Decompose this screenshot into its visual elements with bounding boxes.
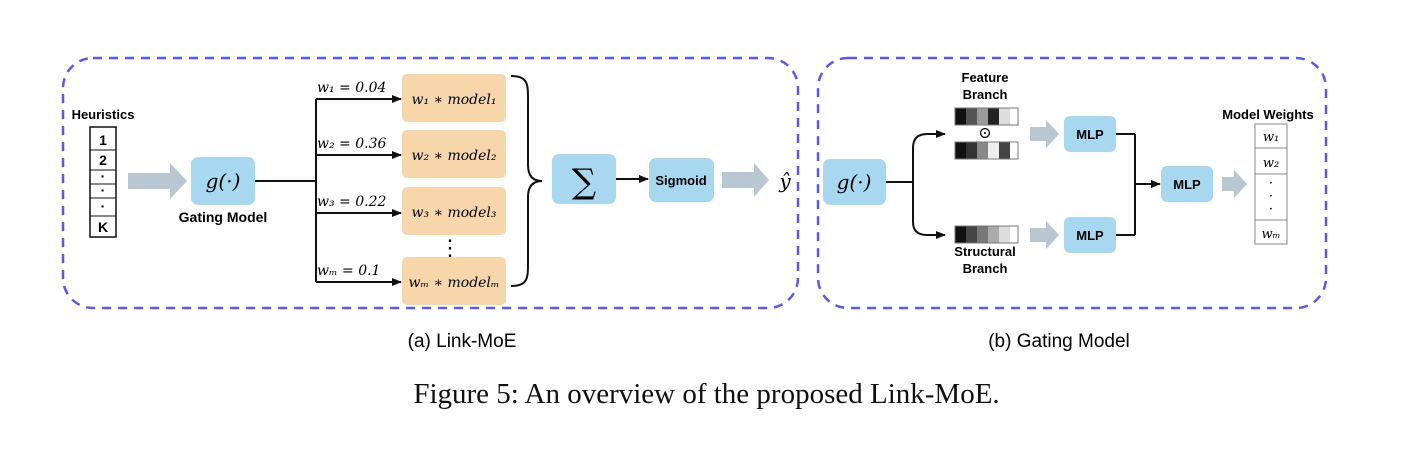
figure-caption: Figure 5: An overview of the proposed Li… xyxy=(413,378,1000,410)
branch-connectors xyxy=(886,130,946,239)
weight-label-1: w₁ = 0.04 xyxy=(317,80,386,96)
heuristic-item-dot-3: · xyxy=(101,198,106,214)
experts-vdots: ⋮ xyxy=(439,236,461,261)
panel-a-caption: (a) Link-MoE xyxy=(408,331,517,352)
mlp-structural-label: MLP xyxy=(1076,228,1104,243)
model-weight-dot-3: · xyxy=(1269,202,1273,217)
feature-branch-label-1: Feature xyxy=(962,70,1009,85)
model-weights-title: Model Weights xyxy=(1222,107,1313,122)
sigmoid-node xyxy=(649,158,714,202)
model-weight-dot-1: · xyxy=(1269,176,1273,191)
arrow-structural-to-mlp xyxy=(1030,221,1059,249)
weight-label-2: w₂ = 0.36 xyxy=(317,136,386,152)
arrow-mlp-to-weights xyxy=(1222,170,1247,198)
gate-node-a xyxy=(191,157,255,205)
expert-box-1-label: w₁ ∗ model₁ xyxy=(411,92,496,108)
feature-branch-label-2: Branch xyxy=(963,87,1008,102)
panel-a-border xyxy=(61,56,800,310)
structural-branch-label-2: Branch xyxy=(963,261,1008,276)
mlp-feature-label: MLP xyxy=(1076,127,1104,142)
model-weight-1: w₁ xyxy=(1263,130,1279,145)
mlp-final-node xyxy=(1161,166,1213,202)
mlp-feature-node xyxy=(1064,116,1116,152)
arrow-sigmoid-to-output xyxy=(722,163,769,197)
merge-connectors xyxy=(1116,133,1161,236)
expert-box-3 xyxy=(402,187,506,235)
panel-b-border xyxy=(816,56,1328,310)
expert-box-2 xyxy=(402,130,506,178)
heuristic-item-1: 1 xyxy=(99,132,107,148)
expert-box-1 xyxy=(402,74,506,122)
feature-vector-1 xyxy=(954,107,1019,126)
structural-vector xyxy=(954,225,1019,244)
mlp-structural-node xyxy=(1064,217,1116,253)
expert-box-m-label: wₘ ∗ modelₘ xyxy=(409,275,500,291)
structural-branch-label-1: Structural xyxy=(954,244,1015,259)
model-weight-2: w₂ xyxy=(1263,156,1279,171)
heuristic-item-dot-1: · xyxy=(101,168,106,184)
sum-node xyxy=(552,154,616,204)
gate-node-a-label: g(·) xyxy=(206,169,241,193)
output-y-hat: ŷ xyxy=(778,169,791,193)
expert-box-3-label: w₃ ∗ model₃ xyxy=(411,205,496,221)
arrow-heuristics-to-gate xyxy=(128,163,187,199)
fanout-connectors xyxy=(255,95,402,286)
sum-symbol: ∑ xyxy=(572,162,596,202)
heuristics-vector: 1 2 · · · K xyxy=(89,126,117,238)
model-weight-m: wₘ xyxy=(1261,227,1280,242)
arrow-feature-to-mlp xyxy=(1030,120,1059,148)
mlp-final-label: MLP xyxy=(1173,177,1201,192)
heuristic-item-2: 2 xyxy=(99,152,107,168)
heuristic-item-dot-2: · xyxy=(101,182,106,198)
sigmoid-label: Sigmoid xyxy=(655,173,706,188)
expert-box-2-label: w₂ ∗ model₂ xyxy=(411,148,496,164)
weight-label-3: w₃ = 0.22 xyxy=(317,194,386,210)
gate-node-b-label: g(·) xyxy=(837,170,872,194)
expert-box-m xyxy=(402,257,506,305)
heuristics-title: Heuristics xyxy=(72,107,135,122)
combine-brace xyxy=(510,75,543,287)
heuristic-item-k: K xyxy=(98,219,108,235)
gating-model-label: Gating Model xyxy=(179,209,268,225)
model-weight-dot-2: · xyxy=(1269,189,1273,204)
hadamard-product-symbol: ⊙ xyxy=(978,123,991,142)
model-weights-vector: w₁ w₂ · · · wₘ xyxy=(1254,123,1288,245)
gate-node-b xyxy=(823,159,886,205)
weight-label-m: wₘ = 0.1 xyxy=(317,263,380,279)
panel-b-caption: (b) Gating Model xyxy=(988,331,1130,352)
feature-vector-2 xyxy=(954,141,1019,160)
